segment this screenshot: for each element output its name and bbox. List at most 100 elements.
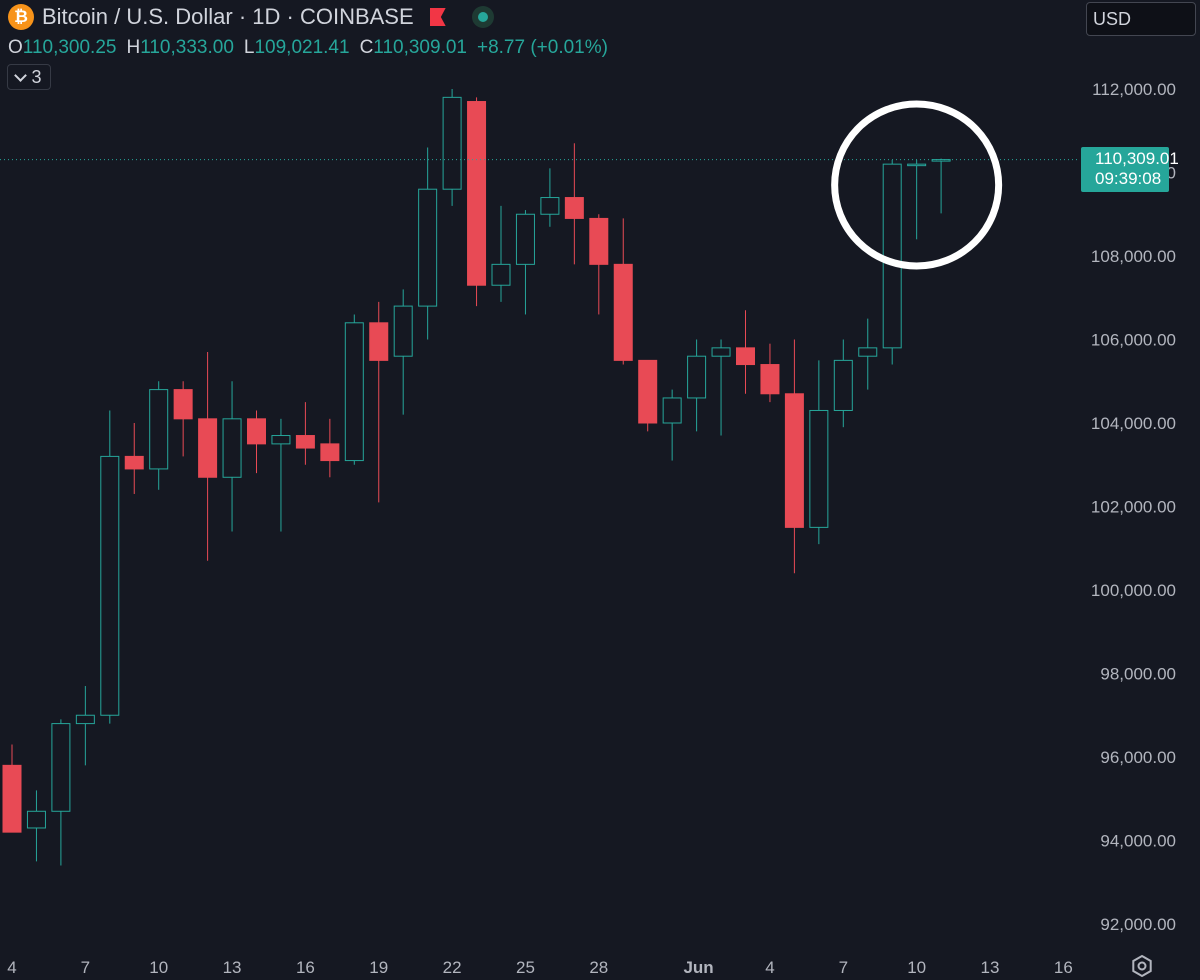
time-axis-label: 19 xyxy=(369,958,388,977)
candle-body xyxy=(931,159,951,162)
candle-body xyxy=(540,197,560,215)
ohlc-high-value: 110,333.00 xyxy=(140,37,234,58)
candle[interactable] xyxy=(589,214,609,315)
market-open-dot-icon xyxy=(471,6,494,28)
candle[interactable] xyxy=(26,790,46,862)
candle-body xyxy=(784,393,804,528)
settings-icon[interactable] xyxy=(1130,954,1154,978)
candle[interactable] xyxy=(393,289,413,415)
candle[interactable] xyxy=(760,343,780,403)
candle[interactable] xyxy=(222,381,242,532)
time-axis-label: 25 xyxy=(516,958,535,977)
time-axis-label: 13 xyxy=(981,958,1000,977)
candle-body xyxy=(687,355,707,399)
candle[interactable] xyxy=(515,210,535,315)
candle[interactable] xyxy=(344,314,364,465)
candle[interactable] xyxy=(51,719,71,866)
candle[interactable] xyxy=(833,339,853,428)
time-axis-label: 7 xyxy=(839,958,848,977)
time-axis-label: 13 xyxy=(223,958,242,977)
ohlc-open-label: O xyxy=(8,37,23,58)
symbol-header[interactable]: ₿ Bitcoin / U.S. Dollar · 1D · COINBASE xyxy=(8,4,494,30)
candle[interactable] xyxy=(907,159,927,240)
time-axis-label: 4 xyxy=(7,958,16,977)
candle[interactable] xyxy=(638,359,658,432)
ohlc-low-label: L xyxy=(243,37,255,58)
candle[interactable] xyxy=(564,143,584,265)
highlight-circle xyxy=(831,100,1003,270)
candle-body xyxy=(662,397,682,424)
candle[interactable] xyxy=(124,423,144,494)
price-axis-label: 92,000.00 xyxy=(1100,915,1176,934)
price-axis-label: 112,000.00 xyxy=(1092,80,1176,99)
candle-body xyxy=(613,263,633,361)
price-axis-label: 102,000.00 xyxy=(1091,498,1176,517)
time-axis-label: 10 xyxy=(149,958,168,977)
candle-body xyxy=(393,305,413,357)
candle[interactable] xyxy=(75,686,95,766)
candle[interactable] xyxy=(736,310,755,394)
candle[interactable] xyxy=(931,158,951,214)
bitcoin-logo-icon: ₿ xyxy=(8,4,34,30)
price-axis-label: 96,000.00 xyxy=(1100,748,1176,767)
symbol-title[interactable]: Bitcoin / U.S. Dollar · 1D · COINBASE xyxy=(42,4,414,29)
candle-body xyxy=(173,389,193,420)
candle[interactable] xyxy=(100,410,120,724)
candle[interactable] xyxy=(613,218,633,365)
candle[interactable] xyxy=(711,339,731,436)
indicators-count: 3 xyxy=(31,66,42,87)
candles xyxy=(2,89,951,866)
price-axis-label: 104,000.00 xyxy=(1091,414,1176,433)
last-price-tag: 110,309.01 09:39:08 xyxy=(1081,147,1179,192)
candle[interactable] xyxy=(491,205,511,302)
candle[interactable] xyxy=(320,418,340,478)
price-axis-label: 100,000.00 xyxy=(1091,581,1176,600)
candle-body xyxy=(736,347,755,366)
candle-body xyxy=(809,409,829,528)
candle-body xyxy=(589,217,609,265)
candle[interactable] xyxy=(198,352,218,561)
candle[interactable] xyxy=(442,89,462,206)
candle-body xyxy=(247,418,266,445)
candle-countdown: 09:39:08 xyxy=(1095,169,1162,188)
candle[interactable] xyxy=(809,360,829,545)
candle-body xyxy=(882,163,902,349)
ohlc-legend: O110,300.25 H110,333.00 L109,021.41 C110… xyxy=(8,37,608,59)
candle-body xyxy=(344,322,364,462)
candle[interactable] xyxy=(271,418,291,532)
price-axis-label: 108,000.00 xyxy=(1091,247,1176,266)
chevron-down-icon xyxy=(14,68,28,82)
candle[interactable] xyxy=(247,410,266,474)
candle-body xyxy=(295,435,315,449)
candle-body xyxy=(75,714,95,725)
candle[interactable] xyxy=(540,168,560,227)
candle[interactable] xyxy=(418,147,438,340)
candle[interactable] xyxy=(687,339,707,432)
indicators-toggle-button[interactable]: 3 xyxy=(7,64,51,90)
candle-body xyxy=(711,347,731,357)
candle[interactable] xyxy=(2,744,22,833)
ohlc-open-value: 110,300.25 xyxy=(22,37,117,58)
candle-body xyxy=(320,443,340,462)
flag-icon[interactable] xyxy=(429,8,446,26)
candle-body xyxy=(833,359,853,411)
candle[interactable] xyxy=(467,97,487,307)
ohlc-close-label: C xyxy=(359,37,374,58)
candle-body xyxy=(222,418,242,478)
candle-body xyxy=(907,163,927,167)
candle[interactable] xyxy=(295,402,315,465)
candle[interactable] xyxy=(149,381,169,490)
candle[interactable] xyxy=(369,301,389,503)
candle[interactable] xyxy=(858,318,878,390)
candle[interactable] xyxy=(662,389,682,461)
candle-body xyxy=(369,322,389,361)
ohlc-high-label: H xyxy=(126,37,141,58)
time-axis-label: 4 xyxy=(765,958,774,977)
ohlc-low-value: 109,021.41 xyxy=(254,37,350,58)
candle[interactable] xyxy=(784,339,804,574)
candle[interactable] xyxy=(173,381,193,457)
time-axis-label: 16 xyxy=(296,958,315,977)
time-axis-label: 22 xyxy=(443,958,462,977)
currency-selector[interactable]: USD xyxy=(1086,2,1196,36)
